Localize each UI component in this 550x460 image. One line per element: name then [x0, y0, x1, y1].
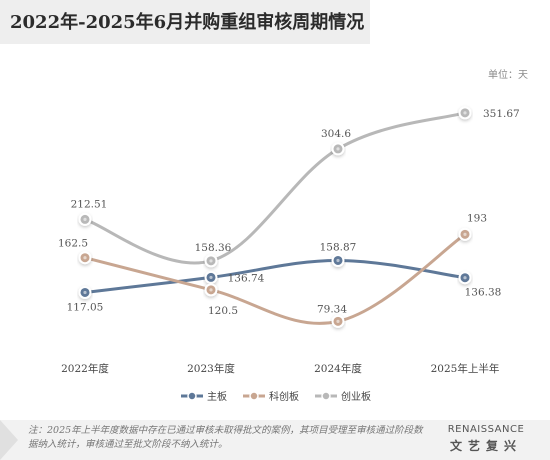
data-point-dot-2-1 — [209, 259, 213, 263]
legend-marker-0 — [181, 390, 203, 401]
data-label-0-1: 136.74 — [228, 272, 265, 284]
data-label-0-2: 158.87 — [320, 241, 357, 253]
legend-marker-2 — [315, 390, 337, 401]
legend: 主板 科创板 创业板 — [0, 388, 550, 403]
data-point-dot-0-2 — [336, 258, 340, 263]
series-line-1 — [83, 232, 467, 325]
line-chart: 117.05 136.74 158.87 136.38 162.5 120.5 79.34 1… — [58, 106, 520, 375]
data-label-2-1: 158.36 — [195, 242, 232, 254]
data-label-1-0: 162.5 — [58, 238, 88, 250]
legend-item-1: 科创板 — [241, 388, 299, 403]
data-point-dot-0-0 — [83, 290, 87, 295]
legend-label-0: 主板 — [207, 392, 227, 403]
data-point-dot-1-0 — [83, 256, 87, 260]
data-point-dot-1-3 — [463, 232, 467, 236]
data-point-dot-1-2 — [336, 319, 340, 323]
legend-item-2: 创业板 — [313, 388, 371, 403]
data-label-1-1: 120.5 — [208, 305, 238, 317]
legend-label-1: 科创板 — [269, 392, 299, 403]
data-label-1-2: 79.34 — [317, 303, 347, 315]
x-tick-label-1: 2023年度 — [187, 362, 235, 375]
unit-label: 单位：天 — [488, 70, 528, 81]
footnote: 注：2025年上半年度数据中存在已通过审核未取得批文的案例，其项目受理至审核通过… — [28, 425, 423, 450]
footer-band — [0, 420, 550, 460]
data-label-2-3: 351.67 — [483, 108, 520, 120]
data-point-dot-2-2 — [336, 147, 340, 151]
legend-label-2: 创业板 — [341, 392, 371, 403]
data-label-2-0: 212.51 — [71, 198, 108, 210]
logo-chinese: 文艺复兴 — [449, 439, 522, 453]
renaissance-logo: RENAISSANCE 文艺复兴 — [436, 420, 536, 460]
x-tick-label-3: 2025年上半年 — [431, 362, 500, 375]
data-point-dot-1-1 — [209, 288, 213, 292]
x-tick-label-0: 2022年度 — [61, 362, 109, 375]
legend-item-0: 主板 — [179, 388, 227, 403]
data-point-dot-2-3 — [463, 111, 467, 115]
data-label-0-0: 117.05 — [67, 301, 104, 313]
legend-marker-1 — [243, 390, 265, 401]
chart-title: 2022年-2025年6月并购重组审核周期情况 — [10, 12, 365, 33]
title-band — [0, 0, 370, 44]
data-point-dot-0-1 — [209, 275, 213, 280]
series-line-0 — [83, 258, 467, 294]
data-point-dot-2-0 — [83, 217, 87, 222]
data-point-dot-0-3 — [463, 276, 467, 280]
series-line-2 — [83, 111, 467, 265]
footer-decoration — [0, 420, 18, 460]
data-label-2-2: 304.6 — [321, 128, 351, 140]
data-label-1-3: 193 — [467, 212, 487, 224]
x-tick-label-2: 2024年度 — [314, 362, 362, 375]
logo-english: RENAISSANCE — [447, 424, 525, 435]
data-label-0-3: 136.38 — [465, 287, 502, 299]
